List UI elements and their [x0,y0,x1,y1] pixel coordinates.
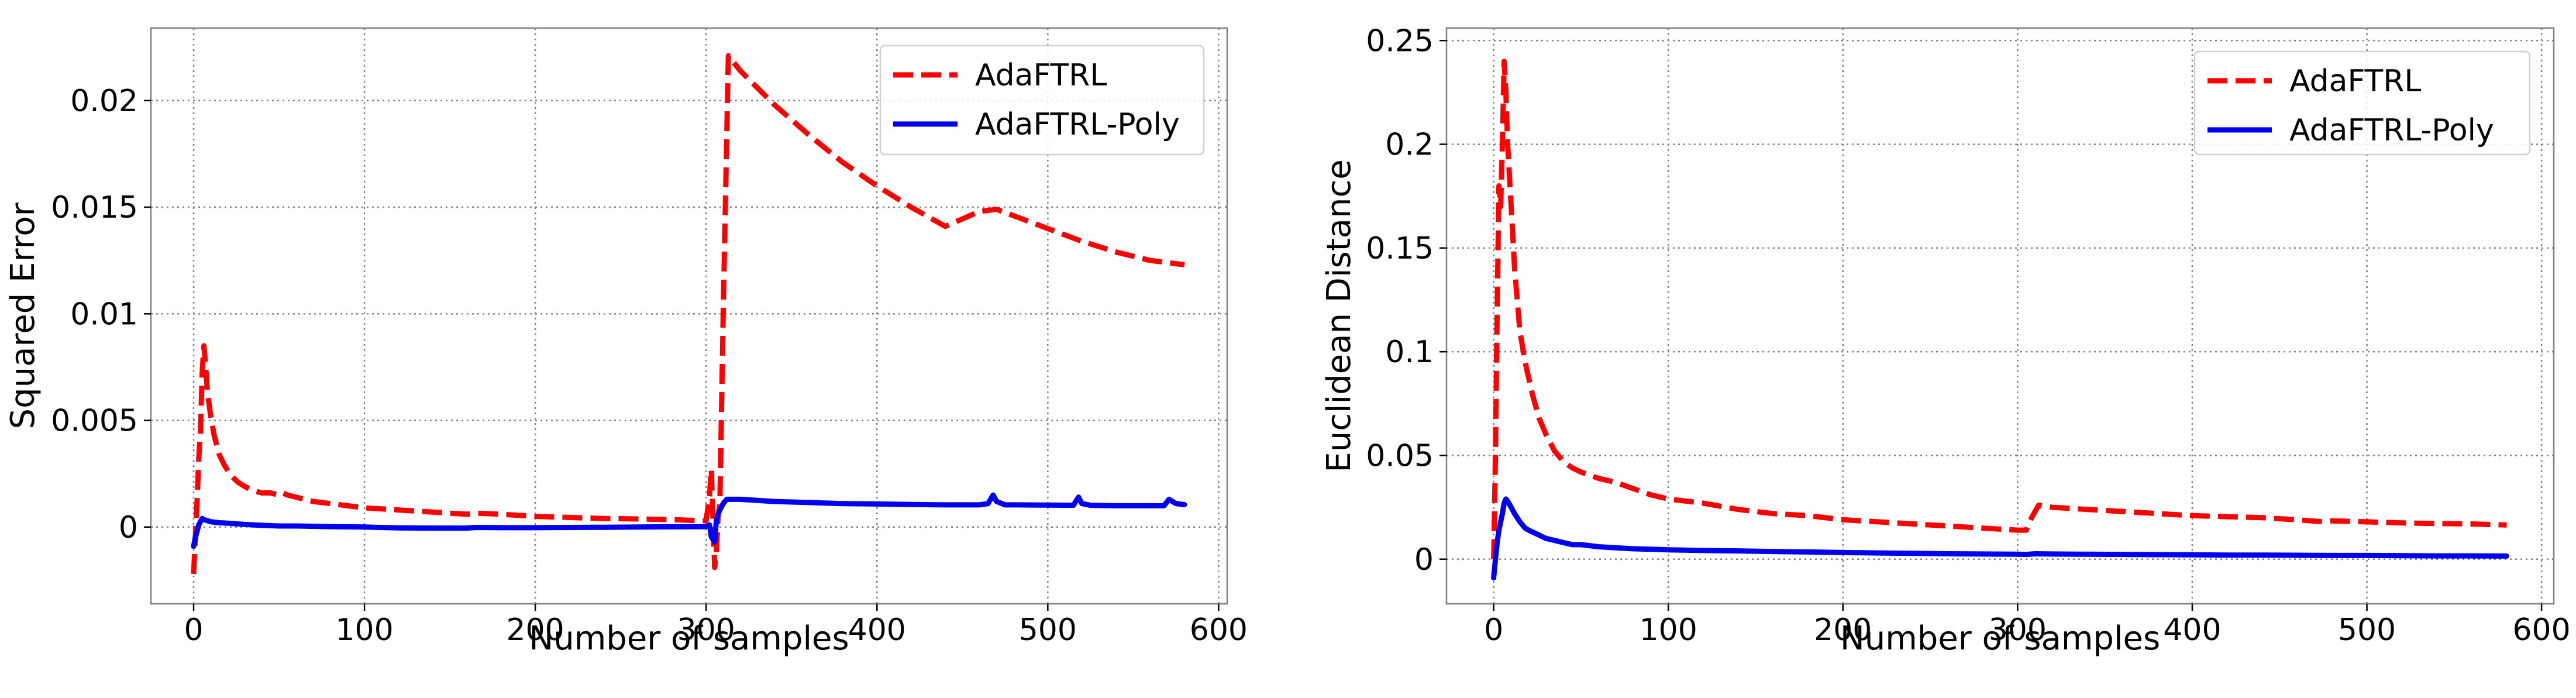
y-axis-label: Squared Error [4,202,42,429]
y-tick-label: 0.01 [70,297,138,332]
legend: AdaFTRL AdaFTRL-Poly [2193,50,2531,156]
x-axis-label: Number of samples [529,620,849,658]
y-axis-label: Euclidean Distance [1320,159,1358,472]
y-tick-label: 0.25 [1366,23,1434,59]
legend-box [2193,50,2531,156]
y-tick-label: 0 [1414,542,1434,577]
plot-frame [1445,27,2555,605]
legend-label: AdaFTRL-Poly [2289,113,2494,148]
chart-left: 0 100 200 300 400 500 600 0 0.005 0.01 0.015 0.02 Nu… [4,27,1248,658]
x-axis-label: Number of samples [1840,620,2160,658]
x-tick-label: 0 [184,613,203,648]
y-tick-label: 0.2 [1385,128,1434,163]
chart-right: 0 100 200 300 400 500 600 0 0.05 0.1 0.15 0.2 0.25 Nu… [1320,23,2571,658]
series-line-adaftrl [1491,59,2507,559]
x-tick-label: 100 [335,613,393,648]
y-tick-label: 0 [119,510,138,545]
legend-label: AdaFTRL [2289,64,2421,99]
y-tick-label: 0.15 [1366,231,1434,266]
series-line-adaftrl-poly [191,492,1187,549]
series-line-adaftrl-poly [1491,496,2509,581]
x-tick-label: 200 [507,613,564,648]
legend-label: AdaFTRL [975,58,1107,93]
x-tick-label: 300 [1989,613,2047,648]
x-tick-label: 300 [677,613,735,648]
x-tick-label: 600 [1190,613,1248,648]
x-tick-label: 500 [2338,613,2396,648]
x-tick-label: 400 [2163,613,2221,648]
series-line-adaftrl [191,53,1185,575]
x-tick-label: 500 [1019,613,1077,648]
y-tick-label: 0.015 [51,190,138,225]
y-tick-label: 0.02 [70,84,138,119]
x-tick-label: 200 [1814,613,1872,648]
x-tick-label: 400 [848,613,906,648]
legend-label: AdaFTRL-Poly [975,107,1180,142]
y-tick-label: 0.05 [1366,438,1434,473]
y-tick-label: 0.1 [1385,335,1434,370]
legend-box [879,44,1205,156]
y-tick-label: 0.005 [51,404,138,439]
plot-frame [150,27,1228,605]
x-tick-label: 100 [1640,613,1697,648]
x-tick-label: 600 [2512,613,2570,648]
x-tick-label: 0 [1484,613,1503,648]
legend: AdaFTRL AdaFTRL-Poly [879,44,1205,156]
